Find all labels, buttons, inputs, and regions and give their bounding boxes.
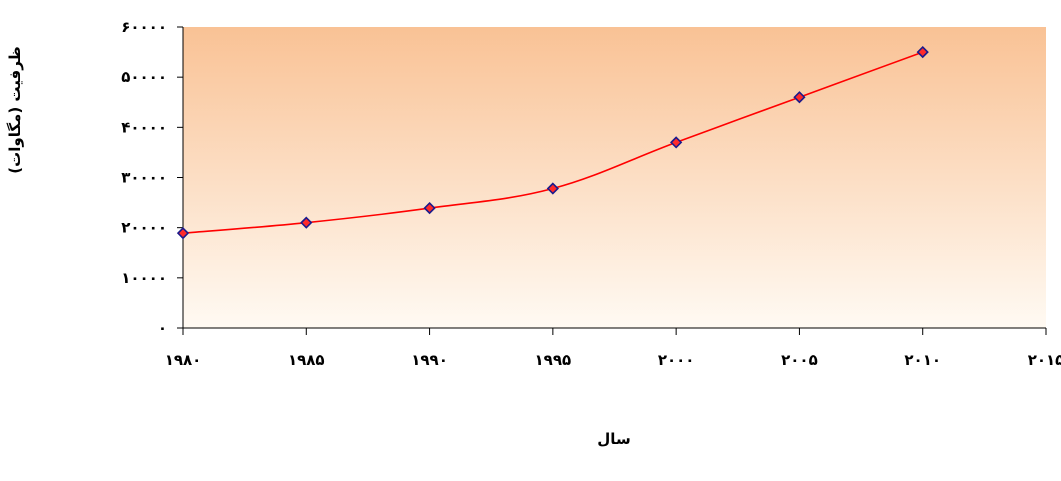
data-point: [546, 182, 559, 195]
x-axis: ۱۹۸۰ ۱۹۸۵ ۱۹۹۰ ۱۹۹۵ ۲۰۰۰ ۲۰۰۵ ۲۰۱۰ ۲۰۱۵: [165, 328, 1061, 369]
y-tick-label: ۳۰۰۰۰: [121, 169, 167, 187]
plot-area: [183, 27, 1046, 328]
y-tick-label: ۱۰۰۰۰: [121, 269, 167, 287]
x-tick-label: ۲۰۰۰: [658, 351, 695, 369]
x-tick-label: ۱۹۸۰: [165, 351, 202, 369]
series-group: [176, 45, 929, 240]
x-tick-label: ۲۰۱۵: [1028, 351, 1061, 369]
y-tick-label: ۴۰۰۰۰: [121, 118, 167, 136]
data-point: [793, 91, 806, 104]
x-tick-label: ۲۰۱۰: [904, 351, 941, 369]
y-axis-title: ظرفیت (مگاوات): [6, 46, 24, 173]
y-tick-label: ۰: [158, 319, 167, 337]
data-point: [423, 201, 436, 215]
y-tick-label: ۵۰۰۰۰: [121, 68, 167, 86]
data-point: [670, 136, 683, 149]
x-tick-label: ۱۹۹۰: [411, 351, 448, 369]
x-tick-label: ۲۰۰۵: [781, 351, 818, 369]
x-axis-title: سال: [597, 430, 630, 448]
data-point: [176, 227, 190, 240]
x-tick-label: ۱۹۸۵: [288, 351, 325, 369]
y-axis: ۰ ۱۰۰۰۰ ۲۰۰۰۰ ۳۰۰۰۰ ۴۰۰۰۰ ۵۰۰۰۰ ۶۰۰۰۰: [121, 18, 183, 337]
y-tick-label: ۲۰۰۰۰: [121, 219, 167, 237]
y-tick-label: ۶۰۰۰۰: [121, 18, 167, 36]
data-point: [916, 45, 929, 59]
data-point: [300, 216, 313, 229]
x-tick-label: ۱۹۹۵: [535, 351, 572, 369]
